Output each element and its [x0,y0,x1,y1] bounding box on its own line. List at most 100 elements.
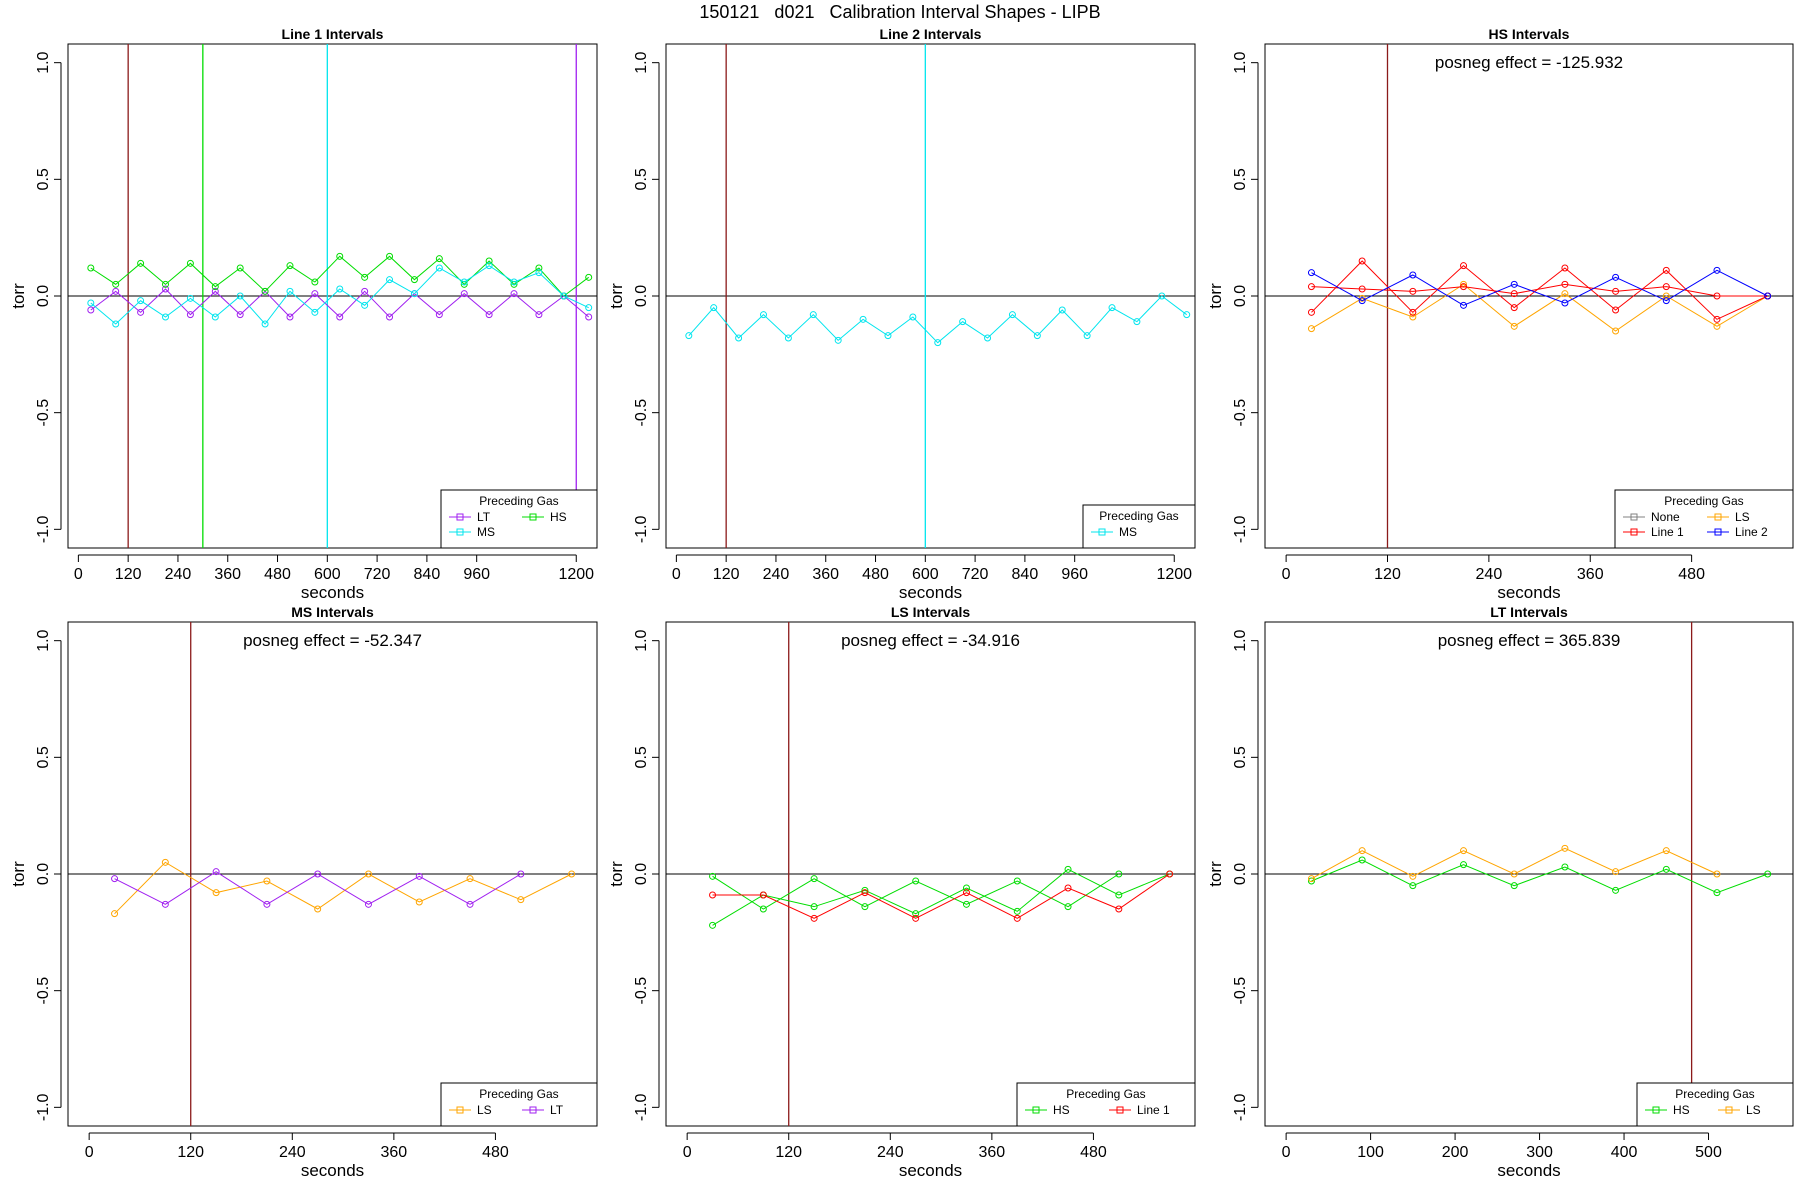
legend-label: HS [1053,1103,1070,1117]
x-tick-label: 600 [912,566,939,583]
y-tick-label: -1.0 [35,515,52,543]
data-point [1307,283,1315,291]
legend-label: LS [1746,1103,1761,1117]
legend-entry-lt: LT [522,1103,564,1117]
data-point [263,900,271,908]
x-tick-label: 360 [1577,566,1604,583]
data-point [1460,262,1468,270]
legend-title: Preceding Gas [479,494,558,508]
data-point [1409,313,1417,321]
chart-panel-5: LS Intervals 0 120 240 360 480 seconds -1.0 -0.5… [607,604,1196,1180]
data-point [1561,264,1569,272]
x-tick-label: 1200 [1156,566,1192,583]
data-point [336,252,344,260]
data-point [311,308,319,316]
y-tick-label: 0.5 [1232,168,1249,190]
series-line [1311,269,1768,306]
data-point [364,900,372,908]
legend-entry-ls: LS [1718,1103,1761,1117]
x-tick-label: 240 [165,566,192,583]
x-axis-label: seconds [899,583,962,602]
legend-label: LS [477,1103,492,1117]
data-point [585,304,593,312]
data-point [386,276,394,284]
legend-entry-line-1: Line 1 [1623,525,1684,539]
x-tick-label: 360 [812,566,839,583]
data-point [162,313,170,321]
legend-title: Preceding Gas [1066,1087,1145,1101]
data-point [460,278,468,286]
data-point [137,308,145,316]
data-point [314,905,322,913]
y-tick-label: -1.0 [35,1093,52,1121]
data-point [1662,865,1670,873]
data-point [87,306,95,314]
data-point [1460,280,1468,288]
legend-title: Preceding Gas [1675,1087,1754,1101]
legend-label: HS [1673,1103,1690,1117]
y-axis-label: torr [9,283,28,309]
legend-label: LT [477,510,491,524]
x-tick-label: 480 [264,566,291,583]
data-point [336,313,344,321]
data-point [1033,332,1041,340]
chart-panel-4: MS Intervals 0 120 240 360 480 seconds -1.0 -0.5… [9,604,598,1180]
data-point [286,287,294,295]
data-point [410,290,418,298]
posneg-annotation: posneg effect = -52.347 [243,631,422,650]
y-tick-label: 0.0 [633,285,650,307]
data-point [460,290,468,298]
series-line [90,265,589,325]
data-point [585,273,593,281]
data-point [236,264,244,272]
series-line [90,255,590,297]
data-point [510,290,518,298]
y-tick-label: 0.0 [1232,863,1249,885]
y-tick-label: -1.0 [633,1093,650,1121]
y-tick-label: 1.0 [633,51,650,73]
series-ls [1307,844,1721,883]
data-point [286,262,294,270]
data-point [364,870,372,878]
data-point [735,334,743,342]
data-point [162,285,170,293]
data-point [1409,271,1417,279]
data-point [1510,290,1518,298]
series-ls [1307,280,1772,335]
data-point [1612,287,1620,295]
data-point [1713,889,1721,897]
data-point [759,891,767,899]
x-tick-label: 840 [414,566,441,583]
data-point [1013,877,1021,885]
data-point [466,875,474,883]
series-line [712,868,1170,926]
data-point [137,297,145,305]
legend-box [1016,1082,1196,1127]
x-tick-label: 480 [1678,566,1705,583]
posneg-annotation: posneg effect = 365.839 [1438,631,1621,650]
legend-swatch-marker [1714,528,1722,536]
x-tick-label: 360 [979,1144,1006,1161]
legend-label: Line 1 [1651,525,1684,539]
x-tick-label: 240 [1476,566,1503,583]
legend: Preceding Gas HS LS [1636,1082,1794,1127]
data-point [859,315,867,323]
y-tick-label: 1.0 [1232,51,1249,73]
y-tick-label: 0.0 [35,285,52,307]
x-tick-label: 0 [74,566,83,583]
data-point [211,283,219,291]
data-point [1358,297,1366,305]
data-point [186,259,194,267]
y-tick-label: 0.5 [35,168,52,190]
legend-swatch-marker [1652,1106,1660,1114]
data-point [415,898,423,906]
data-point [1409,872,1417,880]
data-point [1612,886,1620,894]
data-point [535,264,543,272]
x-tick-label: 120 [1374,566,1401,583]
data-point [1764,292,1772,300]
legend-label: MS [477,525,495,539]
data-point [535,311,543,319]
data-point [1008,311,1016,319]
data-point [1713,266,1721,274]
